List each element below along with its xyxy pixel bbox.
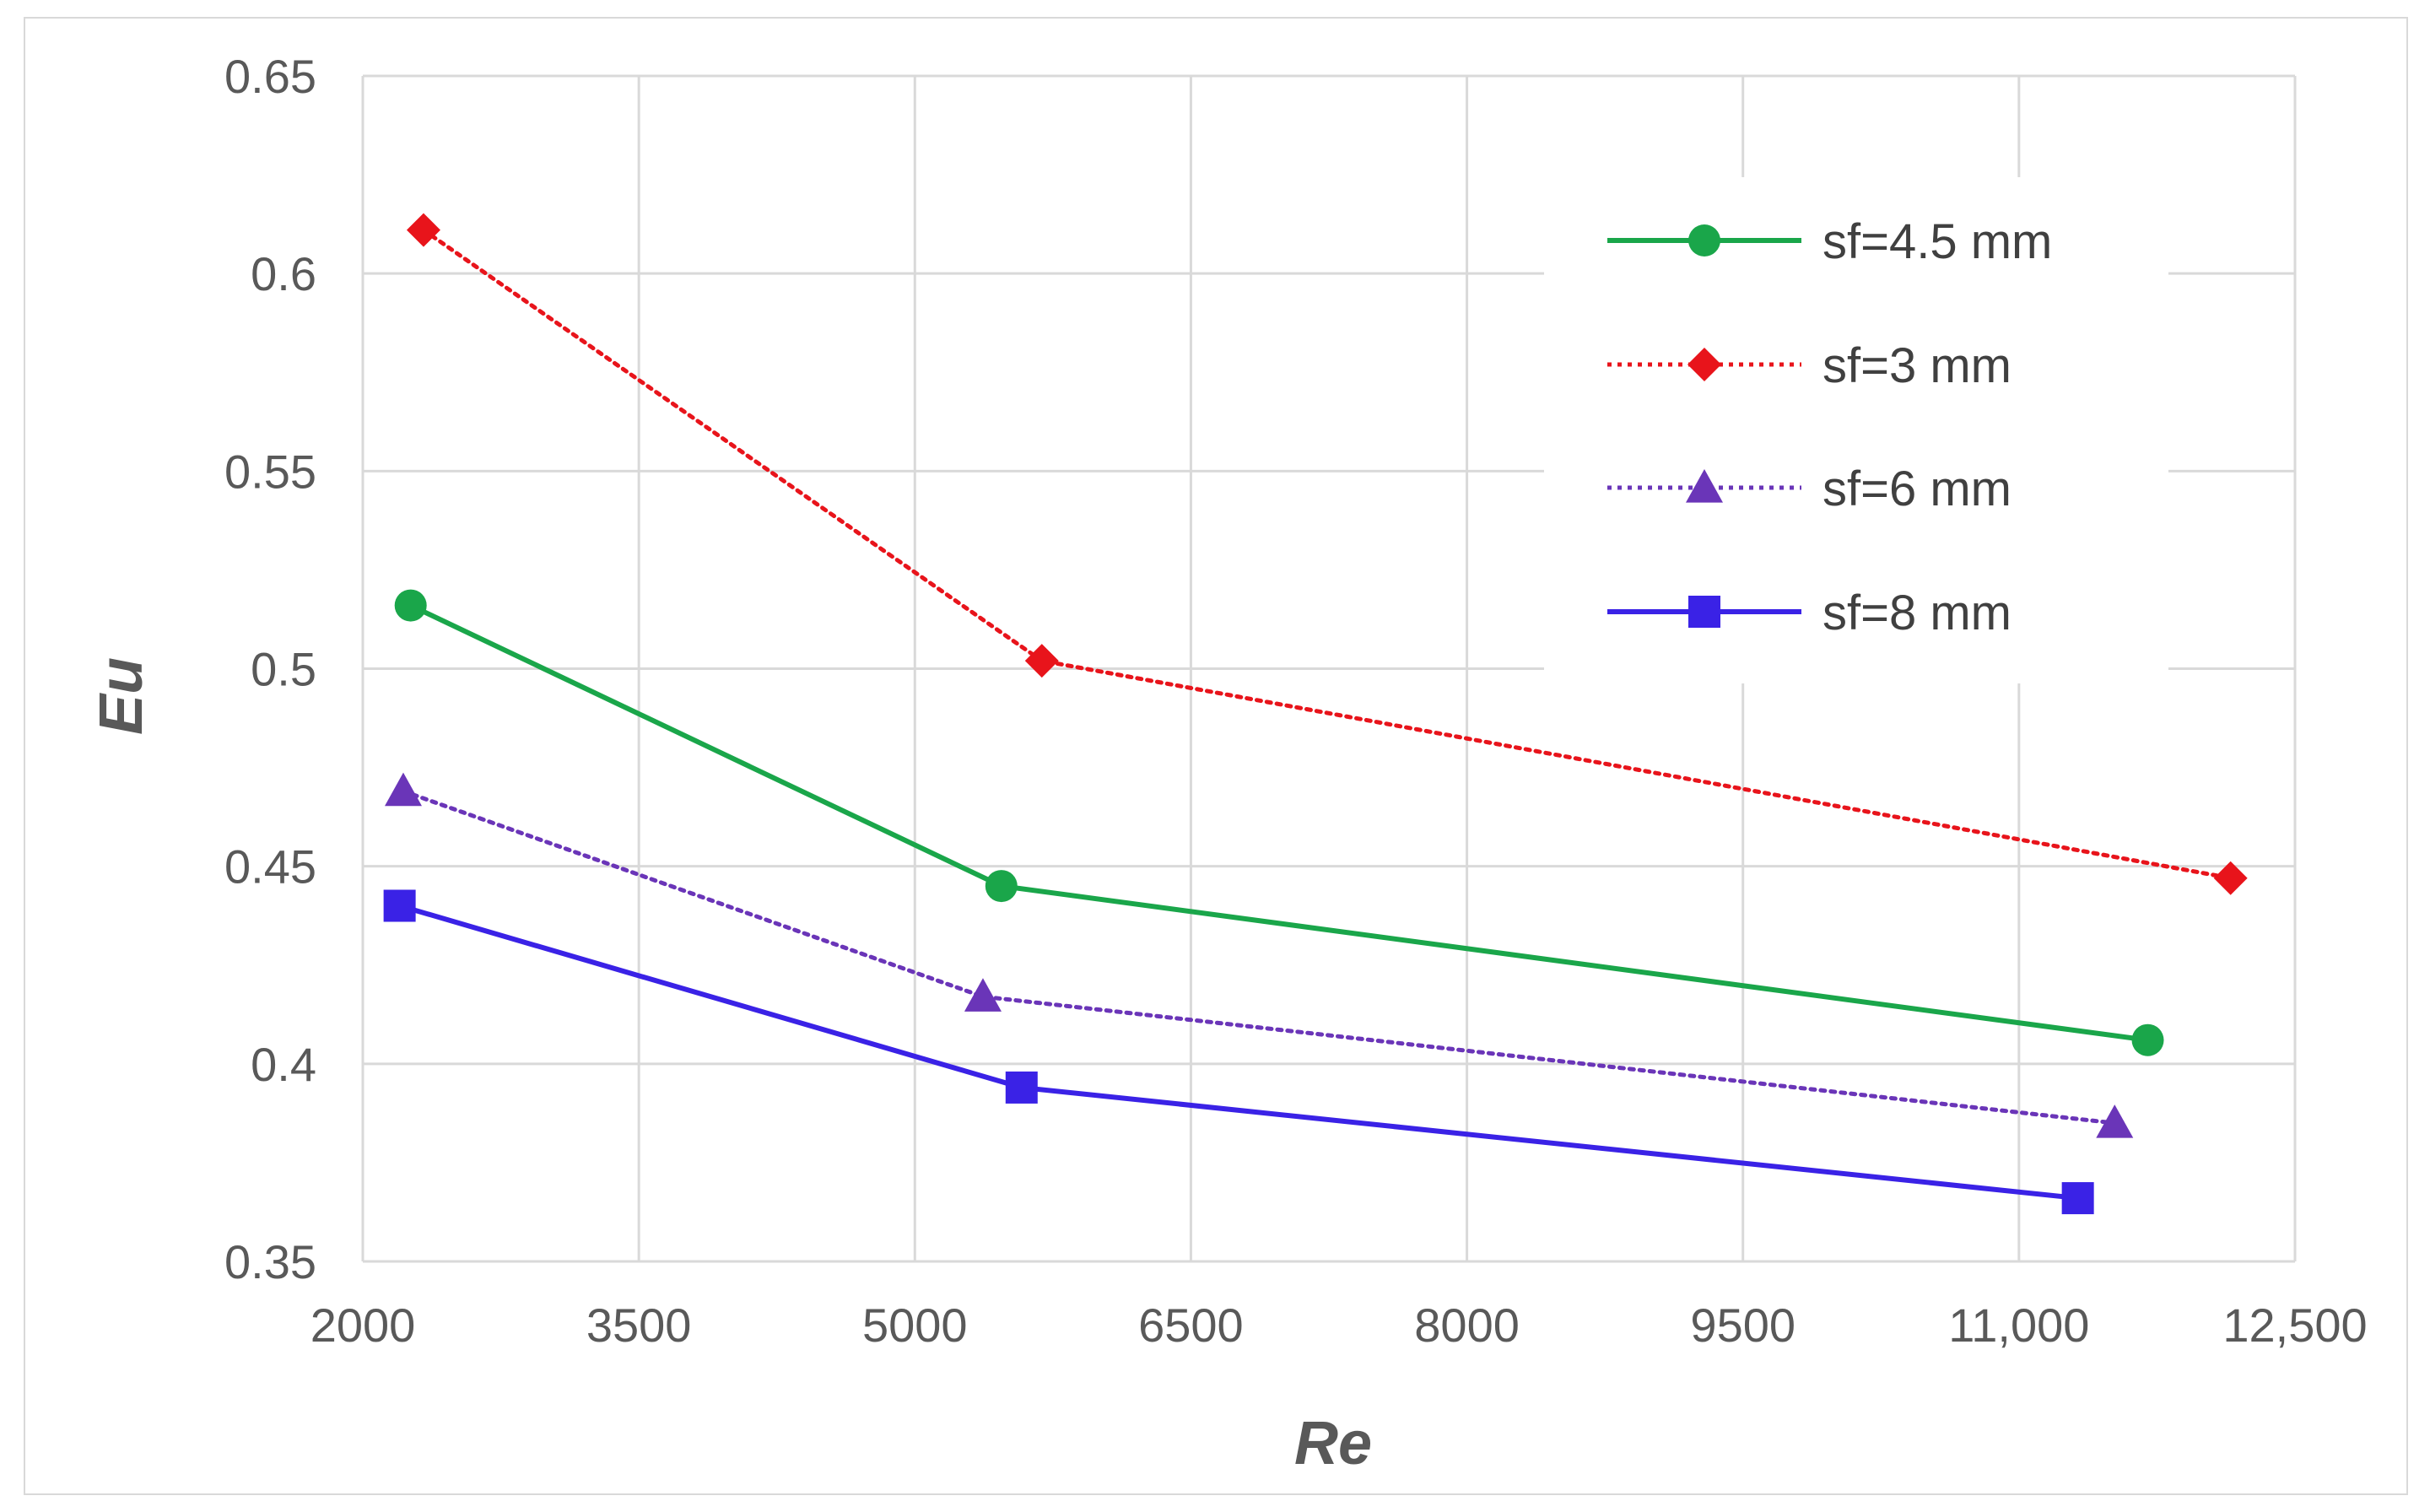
y-tick-label: 0.4	[251, 1038, 316, 1091]
data-point	[2061, 1182, 2094, 1215]
series-diamond	[406, 213, 2248, 895]
data-point	[964, 978, 1002, 1012]
x-tick-label: 9500	[1690, 1299, 1796, 1352]
series	[383, 213, 2248, 1215]
data-point	[985, 870, 1018, 903]
legend-marker	[1688, 596, 1720, 628]
legend-entry: sf=3 mm	[1607, 338, 2012, 393]
series-square	[383, 889, 2094, 1215]
x-tick-label: 2000	[310, 1299, 416, 1352]
legend-label: sf=3 mm	[1822, 338, 2012, 393]
legend-marker	[1688, 224, 1720, 256]
y-tick-label: 0.6	[251, 247, 316, 300]
y-tick-label: 0.5	[251, 643, 316, 696]
legend-label: sf=4.5 mm	[1822, 214, 2052, 269]
series-line	[401, 789, 2117, 1126]
legend-entry: sf=6 mm	[1607, 462, 2012, 516]
data-point	[2131, 1023, 2164, 1056]
y-axis-title: Eu	[88, 657, 155, 735]
x-tick-label: 8000	[1414, 1299, 1520, 1352]
y-tick-label: 0.35	[224, 1235, 316, 1288]
data-point	[2213, 861, 2248, 895]
x-tick-label: 12,500	[2222, 1299, 2367, 1352]
y-tick-label: 0.65	[224, 50, 316, 103]
legend-label: sf=8 mm	[1822, 586, 2012, 640]
y-tick-label: 0.45	[224, 840, 316, 894]
x-axis-title: Re	[1294, 1410, 1372, 1477]
legend: sf=4.5 mm sf=3 mm sf=6 mm sf=8 mm	[1544, 177, 2168, 683]
legend-marker	[1688, 348, 1721, 381]
x-tick-label: 6500	[1138, 1299, 1244, 1352]
y-tick-label: 0.55	[224, 445, 316, 498]
legend-marker	[1686, 469, 1723, 503]
x-tick-label: 11,000	[1948, 1299, 2089, 1352]
legend-label: sf=6 mm	[1822, 462, 2012, 516]
legend-background	[1544, 177, 2168, 683]
x-tick-label: 5000	[862, 1299, 968, 1352]
axis-ticks: 0.35 0.4 0.45 0.5 0.55 0.6 0.65 2000 3500 5000 650…	[224, 50, 2368, 1352]
data-point	[406, 213, 440, 247]
series-circle	[394, 589, 2164, 1056]
series-line	[397, 903, 2081, 1202]
x-tick-label: 3500	[586, 1299, 692, 1352]
data-point	[384, 772, 422, 807]
legend-entry: sf=4.5 mm	[1607, 214, 2052, 269]
data-point	[383, 889, 416, 922]
data-point	[2096, 1104, 2134, 1138]
data-point	[1024, 644, 1059, 678]
series-triangle	[384, 772, 2134, 1138]
data-point	[394, 589, 427, 622]
legend-entry: sf=8 mm	[1607, 586, 2012, 640]
data-point	[1005, 1071, 1038, 1104]
